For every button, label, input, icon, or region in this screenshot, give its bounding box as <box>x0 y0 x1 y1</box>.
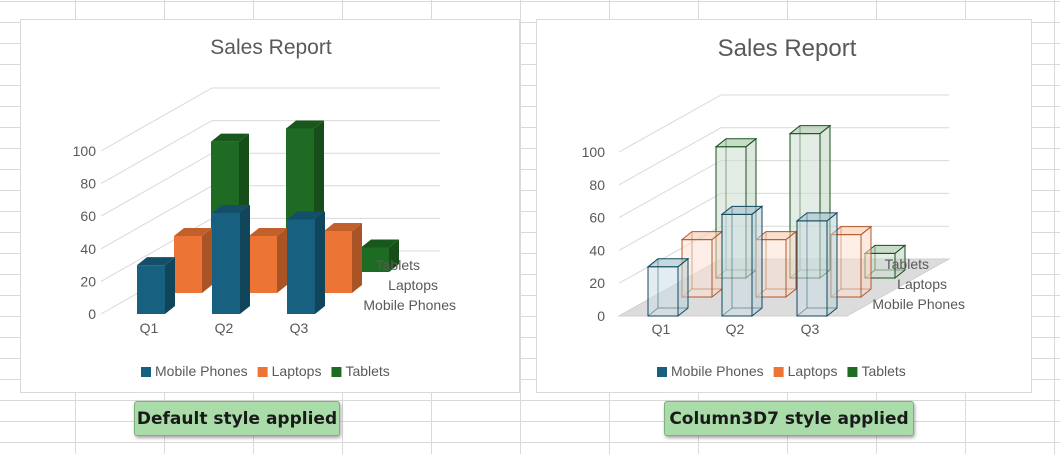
column-top-face <box>211 133 249 142</box>
legend-label: Mobile Phones <box>155 363 248 379</box>
y-tick-label: 100 <box>582 144 606 160</box>
column-side-face <box>277 227 287 293</box>
legend-label: Tablets <box>861 363 905 379</box>
column-front-face <box>361 247 389 272</box>
column-top-face <box>287 211 325 220</box>
y-tick-label: 40 <box>80 241 96 257</box>
column-side-face <box>711 230 723 299</box>
column-laptops-q3 <box>324 223 362 293</box>
depth-axis-label: Tablets <box>376 257 420 273</box>
column-laptops-q2 <box>249 227 287 293</box>
column-side-face <box>240 204 250 314</box>
column-laptops-q2 <box>754 230 798 299</box>
column-top-face <box>324 223 362 232</box>
caption-default-style: Default style applied <box>134 401 340 436</box>
column-top-face <box>137 257 175 266</box>
y-tick-label: 60 <box>80 208 96 224</box>
gridline <box>100 120 440 185</box>
y-tick-label: 80 <box>589 177 605 193</box>
gridline <box>618 94 949 153</box>
y-tick-label: 100 <box>73 143 97 159</box>
legend-label: Laptops <box>272 363 322 379</box>
legend-swatch <box>257 367 268 377</box>
column-front-face <box>174 235 202 293</box>
column-mobile-phones-q1 <box>137 257 175 314</box>
chart-title: Sales Report <box>718 35 857 62</box>
gridline <box>100 152 440 217</box>
depth-axis-label: Mobile Phones <box>363 297 456 313</box>
category-label-q1: Q1 <box>652 321 671 337</box>
column-top-face <box>212 204 250 213</box>
y-tick-label: 20 <box>589 275 605 291</box>
y-tick-label: 40 <box>589 242 605 258</box>
column-laptops-q1 <box>680 230 724 299</box>
column-side-face <box>860 225 872 299</box>
y-tick-label: 0 <box>597 308 605 324</box>
column-front-face <box>249 235 277 293</box>
legend-label: Tablets <box>345 363 389 379</box>
legend-swatch <box>847 367 858 377</box>
category-label-q3: Q3 <box>801 321 820 337</box>
chart-title: Sales Report <box>210 36 332 59</box>
legend-label: Mobile Phones <box>671 363 764 379</box>
column-front-face <box>212 212 240 314</box>
column-mobile-phones-q3 <box>795 211 839 318</box>
caption-column3d7-style: Column3D7 style applied <box>664 401 914 436</box>
legend-label: Laptops <box>788 363 838 379</box>
column-side-face <box>352 223 362 293</box>
gridline <box>618 160 949 219</box>
depth-axis-label: Laptops <box>897 276 947 292</box>
column-front-face <box>796 220 828 317</box>
legend-swatch <box>657 367 667 377</box>
category-label-q2: Q2 <box>215 320 234 336</box>
gridline <box>618 127 949 186</box>
column-top-face <box>249 227 287 236</box>
y-tick-label: 20 <box>80 273 96 289</box>
column-tablets-q3 <box>361 239 399 272</box>
column-mobile-phones-q2 <box>720 205 764 318</box>
gridline <box>100 87 440 152</box>
column-top-face <box>286 120 324 129</box>
column-side-face <box>677 257 689 318</box>
category-label-q1: Q1 <box>140 320 159 336</box>
column-laptops-q1 <box>174 227 212 293</box>
column-top-face <box>174 227 212 236</box>
y-tick-label: 80 <box>80 176 96 192</box>
legend-swatch <box>773 367 784 377</box>
chart-panel-column3d7-style[interactable]: Sales Report 0 20 40 60 80 100 Q1 Q2 Q3 Mobile Pho… <box>536 19 1032 393</box>
column-side-face <box>165 257 175 314</box>
sales-report-chart-column3d7: Sales Report 0 20 40 60 80 100 Q1 Q2 Q3 Mobile Pho… <box>582 35 965 379</box>
depth-axis-label: Tablets <box>885 256 929 272</box>
column-mobile-phones-q3 <box>287 211 325 314</box>
column-side-face <box>751 205 763 318</box>
legend-swatch <box>141 367 151 377</box>
chart-panel-default-style[interactable]: Sales Report 0 20 40 60 80 100 Q1 Q2 Q3 Mobile Pho… <box>20 19 520 393</box>
column-front-face <box>647 266 679 317</box>
depth-axis-label: Mobile Phones <box>872 296 965 312</box>
sales-report-chart-default: Sales Report 0 20 40 60 80 100 Q1 Q2 Q3 Mobile Pho… <box>73 36 456 379</box>
y-tick-label: 60 <box>589 210 605 226</box>
column-tablets-q3 <box>863 244 907 280</box>
column-side-face <box>202 227 212 293</box>
category-label-q3: Q3 <box>290 320 309 336</box>
column-side-face <box>315 211 325 314</box>
legend-swatch <box>331 367 342 377</box>
column-mobile-phones-q1 <box>646 257 690 318</box>
column-front-face <box>137 265 165 314</box>
y-tick-label: 0 <box>88 306 96 322</box>
column-side-face <box>826 211 838 318</box>
column-side-face <box>785 230 797 299</box>
column-top-face <box>361 239 399 248</box>
column-laptops-q3 <box>829 225 873 299</box>
column-front-face <box>324 231 352 293</box>
depth-axis-label: Laptops <box>388 277 438 293</box>
category-label-q2: Q2 <box>726 321 745 337</box>
column-mobile-phones-q2 <box>212 204 250 314</box>
column-front-face <box>721 213 753 317</box>
column-front-face <box>287 219 315 314</box>
column-side-face <box>389 239 399 272</box>
